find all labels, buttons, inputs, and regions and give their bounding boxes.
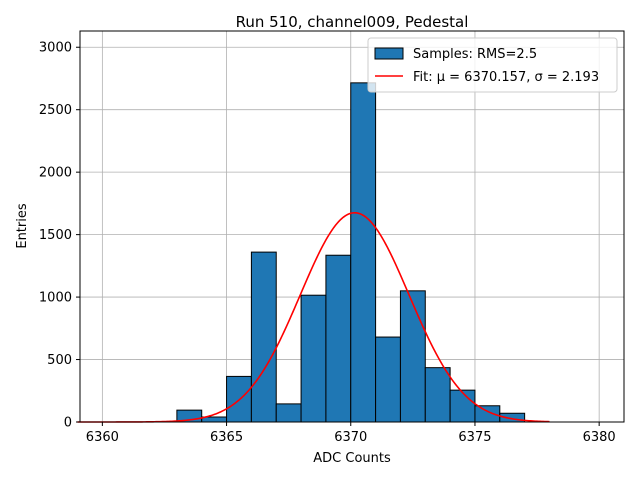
y-tick-label: 1500 [39,228,72,243]
histogram-bar [375,336,401,423]
y-tick-label: 3000 [39,41,72,56]
x-tick-label: 6375 [458,430,491,445]
legend-label-fit: Fit: μ = 6370.157, σ = 2.193 [413,70,599,85]
histogram-bar [350,82,377,423]
x-tick-label: 6360 [86,430,119,445]
y-tick-label: 2500 [39,103,72,118]
y-tick-label: 0 [64,416,72,431]
histogram-bar [399,290,426,423]
x-tick-label: 6380 [583,430,616,445]
x-tick-label: 6365 [210,430,243,445]
legend-label-samples: Samples: RMS=2.5 [413,47,537,62]
histogram-bar [325,254,352,423]
y-tick-label: 2000 [39,166,72,181]
legend: Samples: RMS=2.5 Fit: μ = 6370.157, σ = … [367,37,618,93]
histogram-bar [250,251,277,423]
axis-ticks: 6360 6365 6370 6375 6380 0 500 1000 1500 2000 2500… [39,41,616,445]
plot-frame [79,30,625,423]
histogram-bar [474,405,501,423]
y-tick-label: 500 [47,353,72,368]
chart-title: Run 510, channel009, Pedestal [236,13,469,31]
x-axis-label: ADC Counts [313,451,391,466]
legend-swatch-samples [374,47,404,60]
x-tick-label: 6370 [334,430,367,445]
histogram-bars [176,82,526,423]
legend-box [367,37,618,93]
y-tick-label: 1000 [39,291,72,306]
histogram-bar [424,367,451,423]
y-axis-label: Entries [15,203,30,249]
histogram-bar [449,389,476,423]
histogram-bar [275,403,302,423]
histogram-bar [300,294,327,423]
